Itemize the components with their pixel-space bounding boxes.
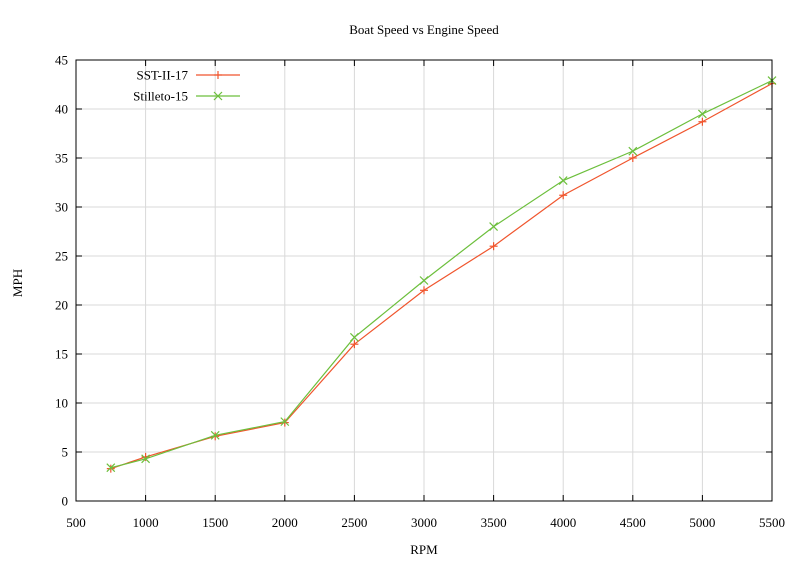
x-tick-label: 4000 [550,515,576,530]
data-point [280,417,290,427]
series-sst-ii-17 [106,79,776,473]
data-point [698,117,707,126]
legend: SST-II-17 Stilleto-15 [133,68,240,104]
x-tick-label: 4500 [620,515,646,530]
data-point [489,242,498,251]
data-point-mark-d2 [489,222,499,232]
data-point [349,332,359,342]
x-tick-label: 2500 [341,515,367,530]
data-point-mark-d2 [628,146,638,156]
x-tick-label: 5500 [759,515,785,530]
x-tick-label: 1500 [202,515,228,530]
data-point-mark-d2 [697,109,707,119]
data-point-mark-d2 [280,417,290,427]
chart-title: Boat Speed vs Engine Speed [349,22,499,37]
data-point [628,154,637,162]
data-point [628,146,638,156]
data-point [489,222,499,232]
data-point [419,276,429,285]
data-point [141,454,151,464]
data-point [558,176,568,185]
series-layer [106,76,777,473]
series-line-stilleto-15 [110,80,773,469]
y-tick-label: 5 [62,445,69,460]
y-axis-label: MPH [10,269,25,297]
axis-ticks: 500 1000 1500 2000 2500 3000 3500 4000 4500 5000 5… [55,53,785,531]
y-tick-label: 35 [55,151,68,166]
x-tick-label: 3500 [481,515,507,530]
legend-item: Stilleto-15 [133,89,240,104]
legend-label: Stilleto-15 [133,89,188,104]
y-tick-label: 30 [55,200,68,215]
y-tick-label: 10 [55,396,68,411]
series-line-sst-ii-17 [110,82,773,470]
y-tick-label: 15 [55,347,68,362]
plot-frame [75,59,773,502]
data-point [350,340,359,349]
data-point [697,109,707,119]
y-tick-label: 20 [55,298,68,313]
y-tick-label: 0 [62,494,69,509]
data-point-mark-d2 [419,276,429,285]
x-tick-label: 1000 [133,515,159,530]
data-point [420,286,428,295]
data-point [559,191,568,200]
y-tick-label: 40 [55,102,68,117]
series-stilleto-15 [106,76,777,473]
data-point [106,463,116,473]
data-point [106,464,115,473]
data-point-mark-d2 [349,332,359,342]
x-tick-label: 5000 [689,515,715,530]
data-point-mark-d2 [106,463,116,473]
legend-label: SST-II-17 [136,68,188,83]
x-tick-label: 3000 [411,515,437,530]
data-point [210,430,220,440]
y-tick-label: 45 [55,53,68,68]
y-tick-label: 25 [55,249,68,264]
data-point-mark-d2 [210,430,220,440]
x-tick-label: 500 [66,515,86,530]
grid [76,60,772,501]
legend-marker-d2 [213,91,223,101]
x-tick-label: 2000 [272,515,298,530]
data-point-mark-d2 [141,454,151,464]
x-axis-label: RPM [410,542,438,557]
data-point-mark-d2 [558,176,568,185]
legend-item: SST-II-17 [136,68,240,83]
